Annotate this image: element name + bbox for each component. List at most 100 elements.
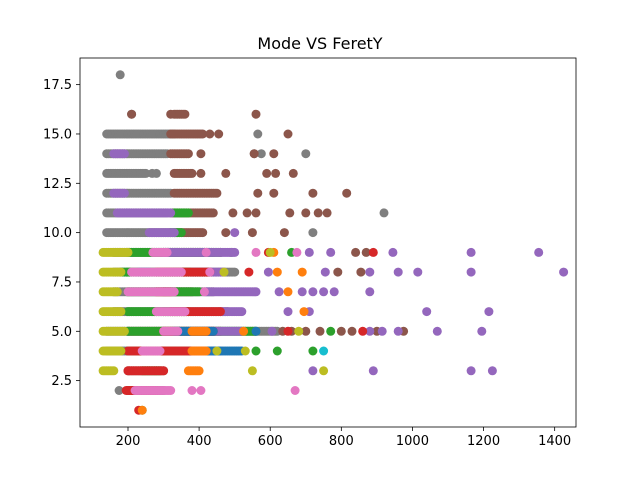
- scatter-point: [201, 326, 211, 336]
- x-tick-label: 1000: [396, 434, 429, 449]
- scatter-point: [301, 208, 311, 218]
- scatter-point: [242, 208, 252, 218]
- scatter-point: [315, 326, 325, 336]
- scatter-point: [377, 326, 387, 336]
- x-tick-label: 1400: [538, 434, 571, 449]
- scatter-point: [342, 188, 352, 198]
- scatter-point: [183, 208, 193, 218]
- scatter-point: [251, 109, 261, 119]
- scatter-point: [422, 307, 432, 317]
- scatter-point: [559, 267, 569, 277]
- scatter-point: [251, 287, 261, 297]
- scatter-point: [326, 326, 336, 336]
- scatter-point: [466, 247, 476, 257]
- scatter-point: [239, 326, 249, 336]
- scatter-point: [176, 228, 186, 238]
- scatter-point: [251, 208, 261, 218]
- scatter-point: [228, 208, 238, 218]
- scatter-point: [319, 346, 329, 356]
- scatter-point: [301, 149, 311, 159]
- scatter-point: [299, 307, 309, 317]
- scatter-point: [262, 168, 272, 178]
- scatter-point: [283, 307, 293, 317]
- scatter-point: [388, 247, 398, 257]
- scatter-point: [393, 267, 403, 277]
- scatter-point: [368, 247, 378, 257]
- scatter-point: [297, 287, 307, 297]
- scatter-point: [319, 287, 329, 297]
- scatter-point: [319, 366, 329, 376]
- scatter-point: [466, 267, 476, 277]
- x-tick-label: 600: [258, 434, 283, 449]
- scatter-point: [112, 287, 122, 297]
- scatter-point: [201, 247, 211, 257]
- scatter-point: [212, 346, 222, 356]
- scatter-point: [308, 287, 318, 297]
- scatter-point: [283, 129, 293, 139]
- scatter-point: [432, 326, 442, 336]
- scatter-point: [379, 208, 389, 218]
- scatter-point: [169, 287, 179, 297]
- scatter-point: [180, 109, 190, 119]
- scatter-point: [230, 267, 240, 277]
- scatter-point: [253, 188, 263, 198]
- scatter-point: [487, 366, 497, 376]
- scatter-point: [244, 267, 254, 277]
- scatter-point: [221, 228, 231, 238]
- scatter-point: [263, 267, 273, 277]
- scatter-point: [365, 267, 375, 277]
- scatter-point: [116, 267, 126, 277]
- scatter-point: [356, 267, 366, 277]
- scatter-point: [187, 386, 197, 395]
- y-tick-label: 10.0: [43, 226, 72, 241]
- scatter-point: [358, 326, 368, 336]
- y-tick-label: 7.5: [51, 275, 72, 290]
- scatter-point: [230, 247, 240, 257]
- scatter-point: [198, 129, 208, 139]
- scatter-point: [288, 168, 298, 178]
- scatter-point: [109, 366, 119, 376]
- scatter-point: [361, 247, 371, 257]
- scatter-point: [237, 307, 247, 317]
- scatter-point: [269, 188, 279, 198]
- scatter-point: [214, 129, 224, 139]
- scatter-point: [247, 228, 257, 238]
- scatter-point: [159, 366, 169, 376]
- scatter-point: [247, 366, 257, 376]
- scatter-point: [212, 188, 222, 198]
- scatter-point: [351, 247, 361, 257]
- y-tick-label: 15.0: [43, 127, 72, 142]
- scatter-point: [329, 287, 339, 297]
- scatter-point: [155, 346, 165, 356]
- scatter-point: [180, 307, 190, 317]
- scatter-point: [249, 149, 259, 159]
- axes-layer: 200 400 600 800 1000 1200 1400 2.5 5.0 7.5 10.0 12.…: [43, 57, 577, 449]
- scatter-point: [308, 188, 318, 198]
- scatter-point: [251, 346, 261, 356]
- scatter-point: [196, 149, 206, 159]
- x-tick-label: 400: [187, 434, 212, 449]
- scatter-point: [292, 247, 302, 257]
- scatter-point: [413, 267, 423, 277]
- scatter-point: [187, 168, 197, 178]
- points-layer: [98, 70, 569, 415]
- scatter-point: [308, 366, 318, 376]
- scatter-point: [322, 208, 332, 218]
- scatter-point: [269, 149, 279, 159]
- x-tick-label: 200: [116, 434, 141, 449]
- y-tick-label: 17.5: [43, 78, 72, 93]
- scatter-point: [173, 326, 183, 336]
- scatter-point: [240, 346, 250, 356]
- scatter-point: [219, 267, 229, 277]
- scatter-point: [365, 326, 375, 336]
- scatter-point: [127, 109, 137, 119]
- scatter-point: [205, 267, 215, 277]
- scatter-point: [256, 149, 266, 159]
- scatter-point: [320, 267, 330, 277]
- scatter-point: [205, 129, 215, 139]
- scatter-point: [196, 168, 206, 178]
- scatter-point: [283, 287, 293, 297]
